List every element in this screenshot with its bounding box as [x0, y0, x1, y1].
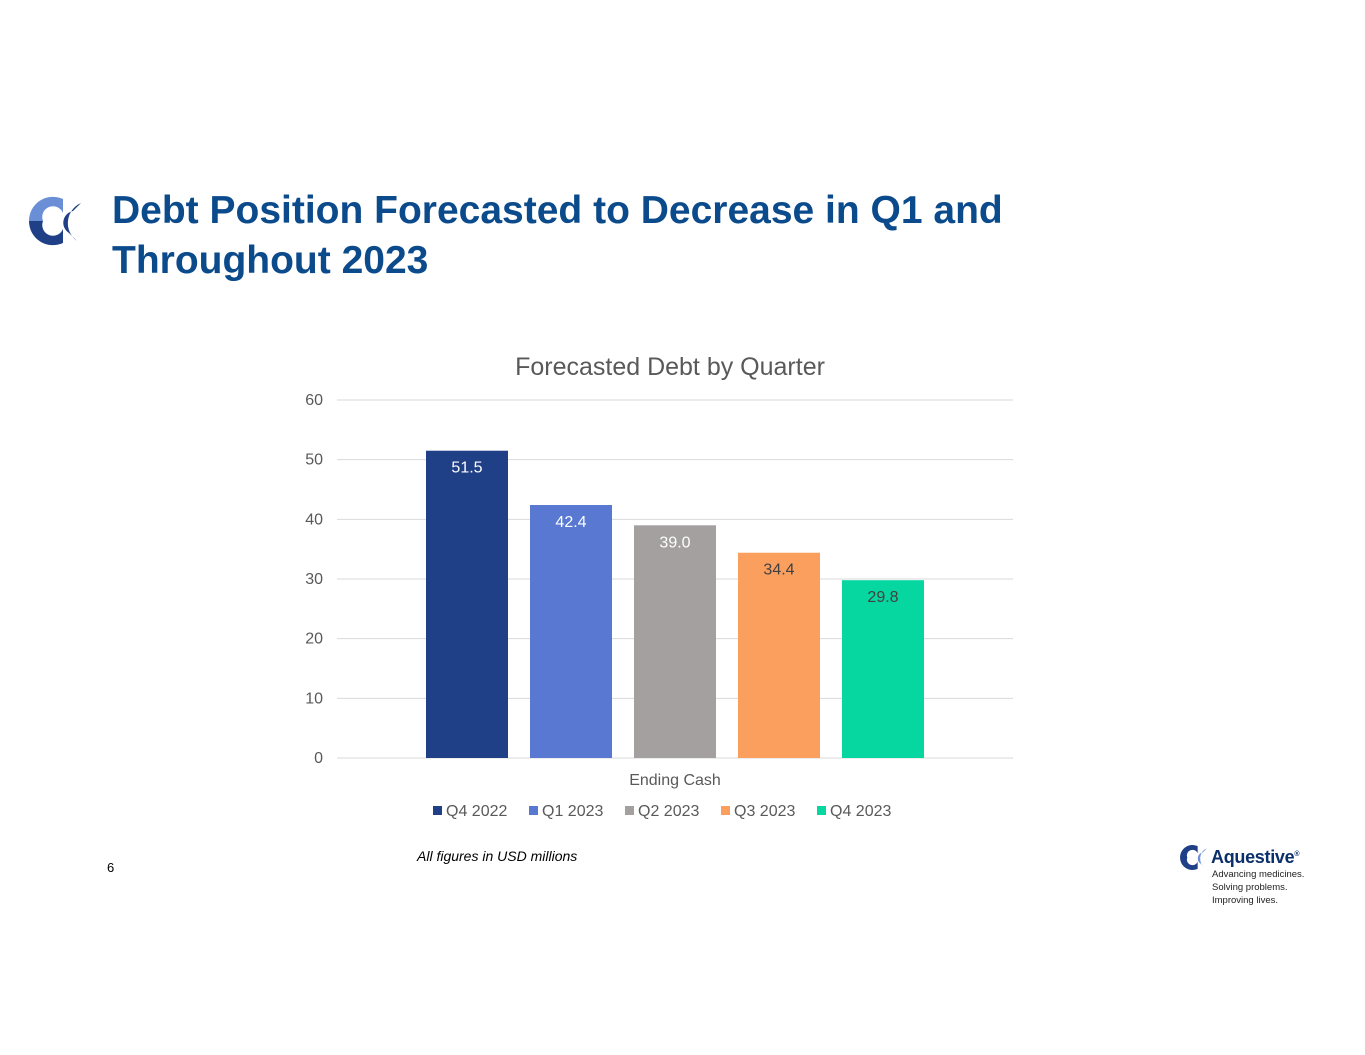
legend-swatch — [433, 806, 442, 815]
data-label: 29.8 — [867, 589, 898, 606]
brand-tagline-3: Improving lives. — [1212, 895, 1278, 906]
data-label: 51.5 — [451, 460, 482, 477]
y-tick-label: 10 — [305, 690, 323, 707]
brand-tagline-1: Advancing medicines. — [1212, 869, 1305, 880]
brand-block: Aquestive® Advancing medicines. Solving … — [1178, 842, 1328, 912]
bar — [634, 525, 716, 758]
data-label: 42.4 — [555, 514, 586, 531]
slide-title-line-2: Throughout 2023 — [112, 239, 429, 282]
slide-title-line-1: Debt Position Forecasted to Decrease in … — [112, 189, 1003, 232]
chart-title: Forecasted Debt by Quarter — [515, 353, 825, 381]
legend-swatch — [529, 806, 538, 815]
y-tick-label: 20 — [305, 631, 323, 648]
legend-label: Q1 2023 — [542, 803, 603, 820]
bar — [738, 552, 820, 758]
legend-swatch — [721, 806, 730, 815]
brand-logo-icon — [1180, 844, 1207, 871]
y-tick-label: 50 — [305, 452, 323, 469]
y-tick-label: 60 — [305, 392, 323, 409]
data-label: 34.4 — [763, 562, 794, 579]
bar — [530, 505, 612, 758]
registered-mark: ® — [1294, 851, 1300, 858]
legend-label: Q2 2023 — [638, 803, 699, 820]
bar-chart: 0 10 20 30 40 50 60 51.5 42.4 39.0 34.4 29.8 Ending … — [305, 392, 1013, 820]
bar — [426, 450, 508, 758]
legend-label: Q4 2022 — [446, 803, 507, 820]
footnote: All figures in USD millions — [417, 848, 578, 864]
legend-swatch — [625, 806, 634, 815]
legend-label: Q3 2023 — [734, 803, 795, 820]
data-label: 39.0 — [659, 534, 690, 551]
bar — [842, 580, 924, 758]
y-tick-label: 0 — [314, 750, 323, 767]
legend-swatch — [817, 806, 826, 815]
company-logo-icon — [28, 196, 81, 246]
brand-name: Aquestive® — [1211, 847, 1300, 867]
x-axis-label: Ending Cash — [629, 772, 721, 789]
slide-title: Debt Position Forecasted to Decrease in … — [112, 186, 1212, 286]
chart-container: Forecasted Debt by Quarter 0 10 20 30 40 50 60… — [280, 345, 1060, 835]
brand-tagline-2: Solving problems. — [1212, 882, 1288, 893]
y-tick-label: 30 — [305, 571, 323, 588]
legend-label: Q4 2023 — [830, 803, 891, 820]
y-tick-label: 40 — [305, 511, 323, 528]
page-number: 6 — [107, 860, 115, 875]
